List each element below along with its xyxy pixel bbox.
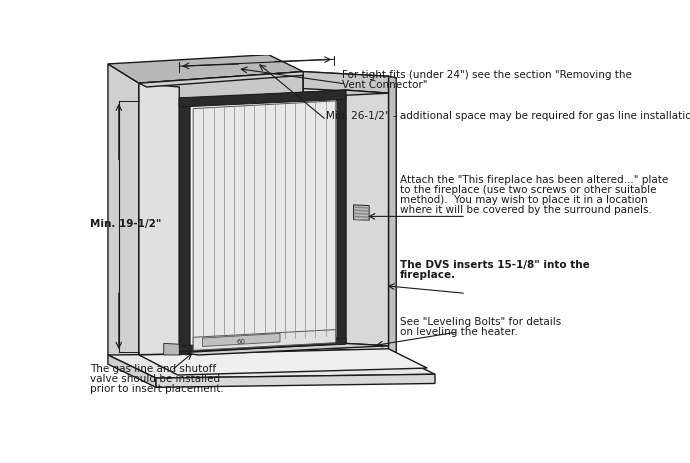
Text: Min. 26-1/2" - additional space may be required for gas line installation.: Min. 26-1/2" - additional space may be r… xyxy=(326,111,690,121)
Text: method).  You may wish to place it in a location: method). You may wish to place it in a l… xyxy=(400,194,648,205)
Polygon shape xyxy=(164,344,179,355)
Polygon shape xyxy=(353,206,369,221)
Text: The DVS inserts 15-1/8" into the: The DVS inserts 15-1/8" into the xyxy=(400,259,590,269)
Text: fireplace.: fireplace. xyxy=(400,269,456,279)
Text: on leveling the heater.: on leveling the heater. xyxy=(400,327,518,337)
Polygon shape xyxy=(181,344,388,355)
Polygon shape xyxy=(139,349,427,375)
Polygon shape xyxy=(193,330,336,350)
Polygon shape xyxy=(179,91,346,108)
Polygon shape xyxy=(156,375,435,388)
Text: Min. 19-1/2": Min. 19-1/2" xyxy=(90,218,161,228)
Text: The gas line and shutoff: The gas line and shutoff xyxy=(90,363,216,373)
Text: valve should be installed: valve should be installed xyxy=(90,373,220,383)
Polygon shape xyxy=(355,210,368,213)
Polygon shape xyxy=(181,91,388,103)
Polygon shape xyxy=(355,207,368,209)
Polygon shape xyxy=(139,73,303,375)
Polygon shape xyxy=(337,91,346,344)
Polygon shape xyxy=(181,91,346,353)
Text: 60: 60 xyxy=(237,338,246,344)
Polygon shape xyxy=(139,73,311,88)
Polygon shape xyxy=(355,216,368,219)
Polygon shape xyxy=(108,355,156,388)
Polygon shape xyxy=(355,219,368,221)
Text: where it will be covered by the surround panels.: where it will be covered by the surround… xyxy=(400,205,652,214)
Polygon shape xyxy=(108,65,139,375)
Text: Attach the "This fireplace has been altered..." plate: Attach the "This fireplace has been alte… xyxy=(400,175,669,185)
Polygon shape xyxy=(355,213,368,215)
Polygon shape xyxy=(346,91,388,346)
Polygon shape xyxy=(303,73,388,94)
Polygon shape xyxy=(303,73,388,352)
Text: prior to insert placement.: prior to insert placement. xyxy=(90,383,224,393)
Polygon shape xyxy=(202,334,280,347)
Text: to the fireplace (use two screws or other suitable: to the fireplace (use two screws or othe… xyxy=(400,185,657,194)
Polygon shape xyxy=(108,352,435,378)
Text: See "Leveling Bolts" for details: See "Leveling Bolts" for details xyxy=(400,317,562,327)
Polygon shape xyxy=(108,56,303,84)
Text: Vent Connector": Vent Connector" xyxy=(342,80,428,90)
Polygon shape xyxy=(179,338,346,352)
Polygon shape xyxy=(193,102,336,344)
Text: For tight fits (under 24") see the section "Removing the: For tight fits (under 24") see the secti… xyxy=(342,69,632,79)
Polygon shape xyxy=(179,99,190,355)
Polygon shape xyxy=(388,77,396,354)
Polygon shape xyxy=(139,84,179,375)
